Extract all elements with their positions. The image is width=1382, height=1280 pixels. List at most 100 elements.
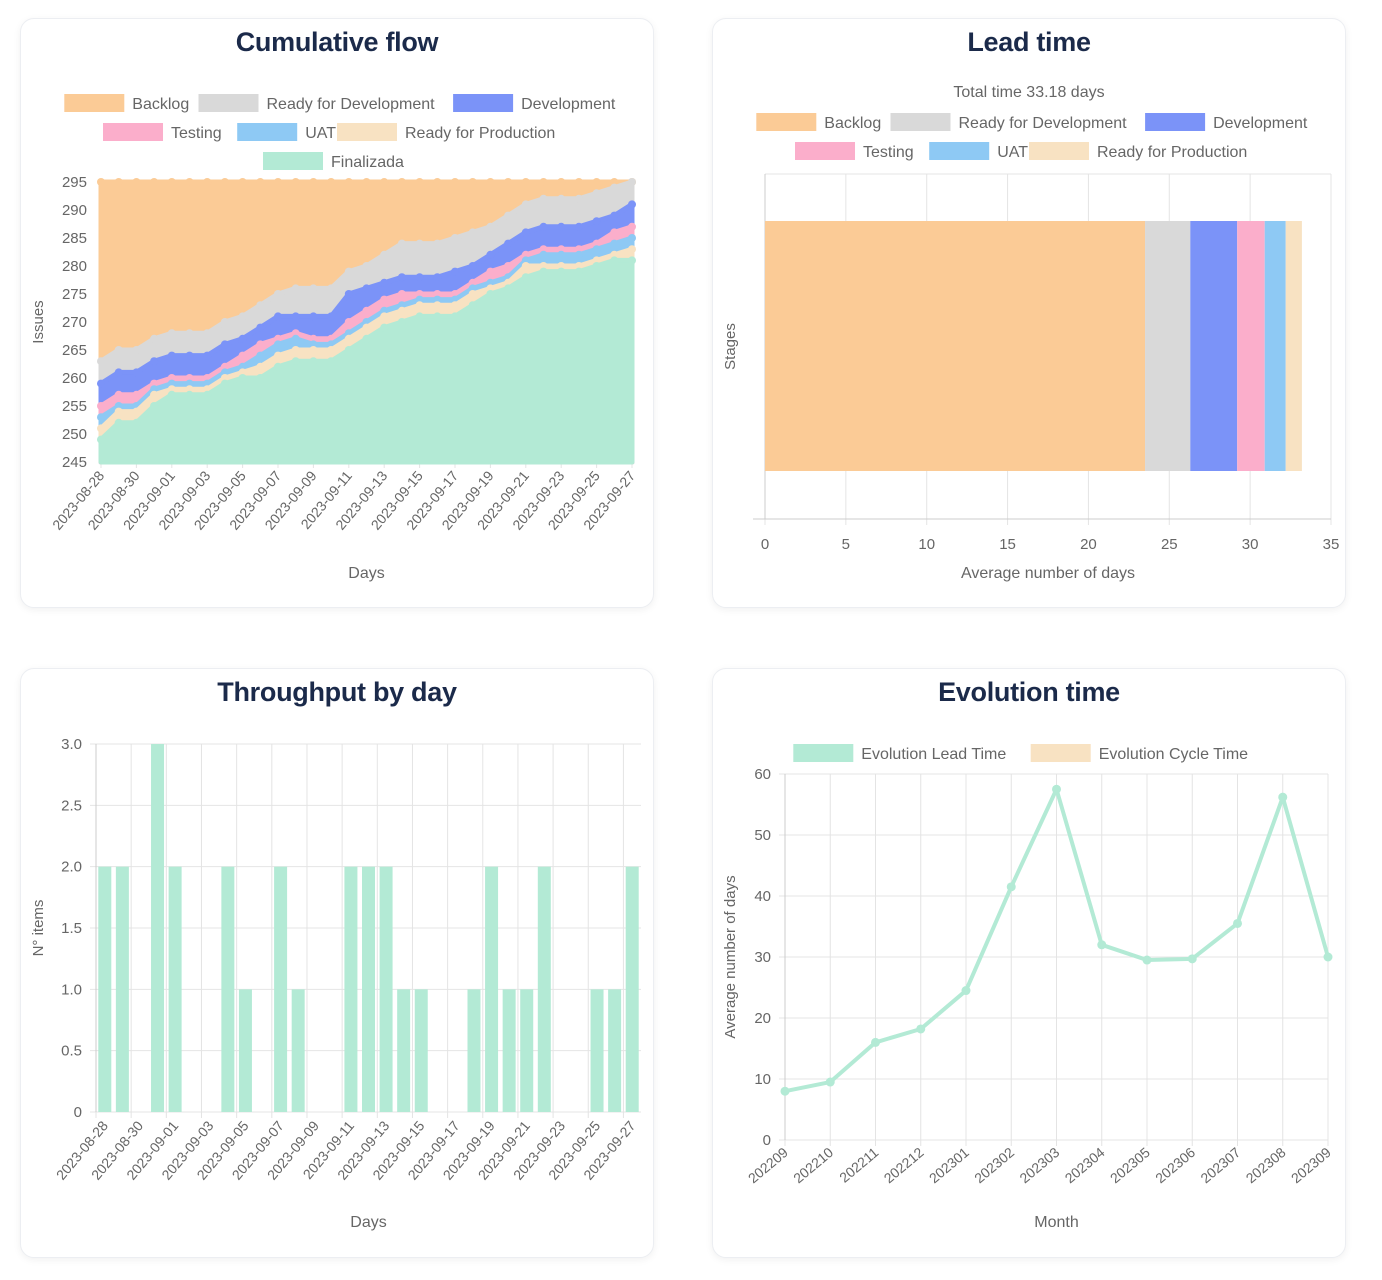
cfd-point-backlog [203, 178, 212, 186]
lead-legend-swatch-ready-for-development [890, 113, 951, 131]
lead-time-card: Lead time Total time 33.18 days Backlog Re… [712, 18, 1346, 608]
cfd-point-testing [433, 290, 442, 298]
cfd-point-uat [415, 295, 424, 304]
cfd-point-backlog [185, 178, 194, 186]
cfd-point-ready-for-development [574, 194, 583, 203]
cfd-y-tick: 290 [62, 202, 87, 219]
cfd-point-development [521, 228, 530, 237]
cfd-point-finalizada [557, 267, 566, 276]
evo-point [871, 1037, 880, 1047]
cfd-point-ready-for-production [220, 374, 229, 382]
cfd-point-development [380, 278, 389, 287]
lead-legend-uat: UAT [997, 144, 1028, 161]
lead-x-tick: 5 [842, 536, 850, 553]
cfd-point-backlog [291, 178, 300, 186]
thr-bar [291, 989, 305, 1112]
lead-x-tick: 15 [999, 536, 1016, 553]
cfd-point-backlog [521, 178, 530, 186]
cfd-point-uat [291, 334, 300, 343]
cfd-point-development [397, 273, 406, 282]
thr-bar [344, 866, 358, 1112]
cfd-legend-swatch-uat [237, 123, 298, 141]
evo-x-tick: 202212 [881, 1144, 927, 1186]
cfd-point-ready-for-development [504, 211, 513, 220]
evo-point [780, 1086, 790, 1096]
lead-legend-ready-for-development: Ready for Development [959, 115, 1128, 132]
cfd-legend-swatch-finalizada [263, 152, 323, 170]
cfd-legend-swatch-development [453, 94, 514, 112]
cfd-y-tick: 265 [62, 342, 87, 359]
thr-bar [151, 744, 165, 1112]
cfd-point-ready-for-development [486, 222, 495, 231]
cfd-point-finalizada [521, 273, 530, 282]
thr-y-tick: 2.0 [61, 859, 82, 876]
evo-x-tick: 202210 [790, 1144, 836, 1186]
evo-y-tick: 30 [754, 949, 771, 966]
evolution-title: Evolution time [938, 677, 1120, 707]
cumulative-flow-card: Cumulative flow Backlog Ready for Develop… [20, 18, 654, 608]
thr-bar [397, 989, 411, 1112]
lead-x-tick: 0 [761, 536, 769, 553]
thr-bar [625, 866, 639, 1112]
cfd-point-finalizada [344, 346, 353, 354]
cfd-point-backlog [610, 178, 619, 186]
thr-bar [221, 866, 235, 1112]
cfd-point-finalizada [468, 301, 477, 310]
cfd-point-testing [150, 379, 159, 388]
cfd-point-ready-for-production [185, 385, 194, 394]
cfd-point-backlog [397, 178, 406, 186]
cfd-point-finalizada [167, 390, 176, 399]
cfd-point-development [610, 211, 619, 220]
lead-x-tick: 35 [1323, 536, 1340, 553]
cfd-point-uat [97, 413, 105, 422]
cfd-point-ready-for-production [557, 262, 566, 270]
cfd-point-development [132, 368, 141, 377]
cfd-point-ready-for-development [628, 178, 636, 186]
cfd-legend-swatch-backlog [64, 94, 125, 112]
thr-bar [608, 989, 622, 1112]
cfd-point-ready-for-production [468, 290, 477, 298]
cfd-point-development [203, 351, 212, 360]
thr-bar [274, 866, 288, 1112]
cfd-point-backlog [362, 178, 371, 186]
cfd-point-ready-for-development [150, 334, 159, 343]
cfd-point-finalizada [132, 418, 141, 427]
cfd-y-tick: 245 [62, 454, 87, 471]
cfd-point-finalizada [380, 323, 389, 332]
cfd-point-uat [167, 379, 176, 388]
evo-point [1323, 952, 1333, 962]
throughput-title: Throughput by day [217, 677, 457, 707]
cfd-point-uat [592, 245, 601, 254]
cfd-point-ready-for-development [238, 312, 247, 321]
cfd-point-ready-for-production [114, 407, 123, 416]
cfd-point-uat [468, 284, 477, 293]
cfd-y-tick: 285 [62, 230, 87, 247]
evo-point [1052, 784, 1061, 794]
cfd-point-testing [238, 351, 247, 360]
cfd-point-ready-for-development [185, 329, 194, 338]
cfd-point-ready-for-production [344, 334, 353, 343]
cfd-point-ready-for-development [309, 284, 318, 293]
cfd-point-development [220, 340, 229, 349]
thr-y-label: N° items [30, 900, 47, 957]
cfd-point-ready-for-production [380, 312, 389, 321]
evo-legend-evolution-cycle-time: Evolution Cycle Time [1099, 746, 1248, 763]
cfd-legend-finalizada: Finalizada [331, 154, 404, 171]
cfd-point-testing [167, 374, 176, 382]
cfd-point-backlog [415, 178, 424, 186]
cfd-y-tick: 295 [62, 174, 87, 191]
thr-bar [502, 989, 516, 1112]
cfd-point-finalizada [415, 312, 424, 321]
cfd-point-ready-for-production [433, 301, 442, 310]
cfd-point-development [309, 312, 318, 321]
cfd-point-testing [185, 374, 194, 382]
cfd-point-finalizada [238, 374, 247, 382]
thr-bar [238, 989, 252, 1112]
cfd-area-finalizada [98, 257, 635, 465]
cfd-point-uat [486, 278, 495, 287]
cfd-point-development [256, 323, 265, 332]
cfd-legend-swatch-testing [103, 123, 163, 141]
evo-x-tick: 202209 [745, 1144, 791, 1186]
lead-bar-development [1190, 221, 1238, 471]
cfd-point-ready-for-production [415, 301, 424, 310]
